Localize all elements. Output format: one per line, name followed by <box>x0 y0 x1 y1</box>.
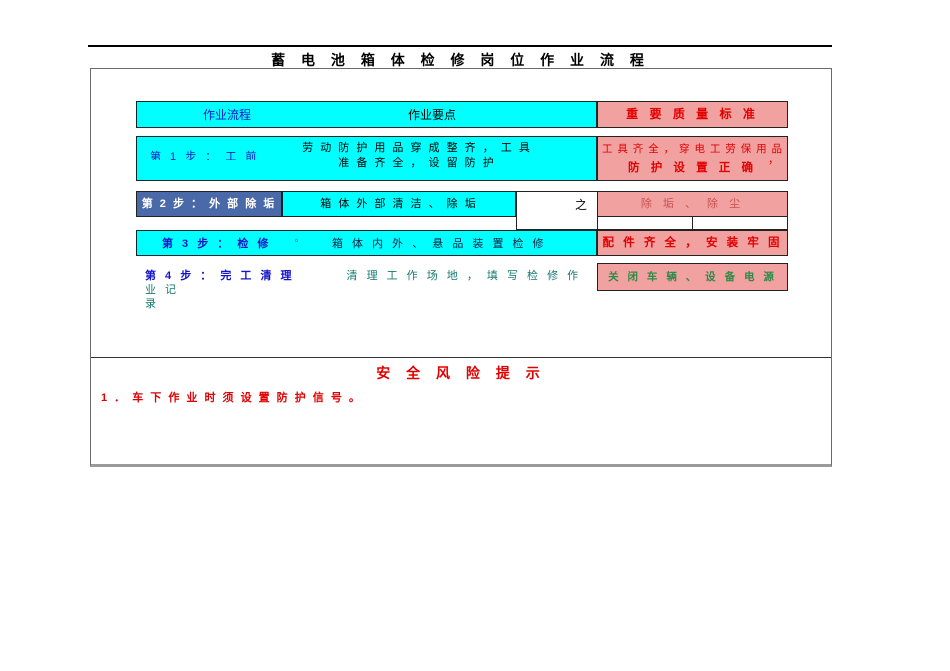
row2-step-label: 第 2 步 ： 外 部 除 垢 <box>136 191 282 217</box>
flow-header-row: 作业流程 作业要点 <box>136 101 597 128</box>
row1-standard-cell: 工 具 齐 全 ， 穿 电 工 劳 保 用 品 ， 防 护 设 置 正 确 <box>597 136 788 181</box>
row4-standard: 关 闭 车 辆 、 设 备 电 源 <box>597 263 788 291</box>
row2-connector: 之 <box>516 191 598 230</box>
header-standard-label: 重 要 质 量 标 准 <box>597 101 788 128</box>
row1-standard-line1: 工 具 齐 全 ， 穿 电 工 劳 保 用 品 <box>601 143 784 155</box>
flow-row-1: 第 1 步 ： 工 前 劳 动 防 护 用 品 穿 成 整 齐 ， 工 具 准 … <box>136 136 597 181</box>
row1-standard-comma: ， <box>768 154 779 166</box>
flow-row-3: 第 3 步 ： 检 修 。 箱 体 内 外 、 悬 品 装 置 检 修 <box>136 230 597 256</box>
row1-points-line2: 准 备 齐 全 ， 设 留 防 护 <box>338 157 496 169</box>
row4-points-line2: 录 <box>145 298 159 310</box>
row4-step-label: 第 4 步 ： 完 工 清 理 <box>145 270 295 282</box>
flow-row-4: 第 4 步 ： 完 工 清 理清 理 工 作 场 地 ， 填 写 检 修 作 业… <box>145 269 585 311</box>
document-title: 蓄 电 池 箱 体 检 修 岗 位 作 业 流 程 <box>271 52 650 68</box>
row3-points: 箱 体 内 外 、 悬 品 装 置 检 修 <box>332 238 547 250</box>
section-divider <box>91 357 831 358</box>
row1-step-label: 第 1 步 ： 工 前 <box>150 151 260 160</box>
safety-section-title: 安 全 风 险 提 示 <box>376 365 546 381</box>
document-body-frame: 作业流程 作业要点 重 要 质 量 标 准 第 1 步 ： 工 前 劳 动 防 … <box>90 68 832 467</box>
safety-item-1: 1 ． 车 下 作 业 时 须 设 置 防 护 信 号 。 <box>101 392 362 404</box>
header-process-label: 作业流程 <box>202 108 251 122</box>
row3-mark: 。 <box>295 234 303 243</box>
row2-points: 箱 体 外 部 清 洁 、 除 垢 <box>282 191 516 217</box>
row1-points-line1: 劳 动 防 护 用 品 穿 成 整 齐 ， 工 具 <box>302 142 532 154</box>
row4-points-line1: 清 理 工 作 场 地 ， 填 写 检 修 作 业 记 <box>145 270 582 296</box>
row3-step-label: 第 3 步 ： 检 修 <box>162 238 272 250</box>
row1-standard-line2: 防 护 设 置 正 确 <box>628 162 757 174</box>
row2-standard: 除 垢 、 除 尘 <box>597 191 788 217</box>
row1-points: 劳 动 防 护 用 品 穿 成 整 齐 ， 工 具 准 备 齐 全 ， 设 留 … <box>267 141 567 171</box>
header-points-label: 作业要点 <box>407 108 456 122</box>
row2-standard-subcell-left <box>597 216 693 230</box>
title-top-rule <box>88 45 832 47</box>
row3-standard: 配 件 齐 全 ， 安 装 牢 固 <box>597 230 788 256</box>
row2-standard-subcell-right <box>692 216 788 230</box>
